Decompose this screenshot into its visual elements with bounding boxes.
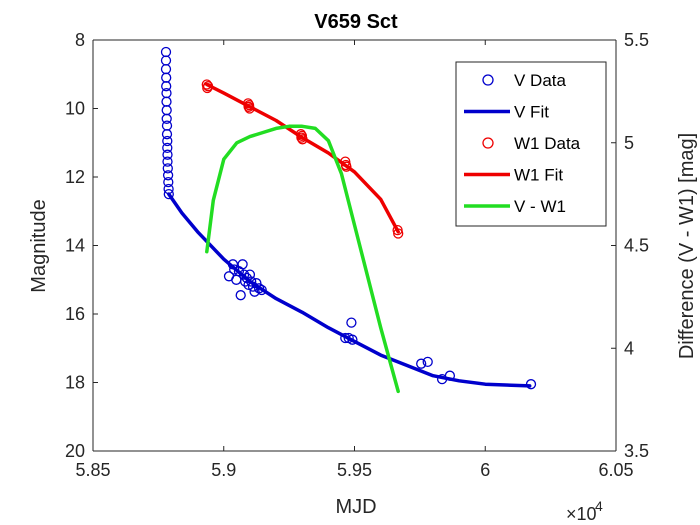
data-point-v-data-8 (161, 113, 172, 124)
y-right-tick-label: 4 (624, 338, 634, 358)
data-point-v-data-10 (161, 129, 173, 140)
x-tick-label: 5.85 (75, 460, 110, 480)
series-line-v-w1 (205, 124, 400, 394)
legend-marker-w1-data (482, 137, 494, 149)
x-tick-label: 5.9 (211, 460, 236, 480)
data-point-v-data-33 (247, 281, 259, 292)
data-point-w1-data-2 (202, 81, 214, 92)
x-axis-label: MJD (335, 496, 376, 518)
axes: 5.85 5.9 5.95 6 6.05 8 10 12 14 16 18 20 3.5 4 4.5 5 5.5 (65, 30, 649, 480)
data-point-w1-data-0 (201, 79, 212, 90)
data-point-v-data-13 (162, 149, 173, 160)
data-point-v-data-38 (340, 332, 351, 344)
legend-box (455, 61, 607, 227)
legend-label-w1-fit: W1 Fit (514, 166, 563, 185)
legend-label-w1-data: W1 Data (514, 134, 581, 153)
data-point-v-data-40 (346, 317, 357, 328)
data-point-w1-data-6 (244, 103, 255, 114)
y-left-tick-label: 16 (65, 304, 85, 324)
x-tick-label: 5.95 (337, 460, 372, 480)
y-axis-left-label: Magnitude (28, 199, 50, 292)
x-tick-label: 6 (480, 460, 490, 480)
data-point-v-data-17 (163, 176, 174, 188)
y-left-tick-label: 8 (75, 30, 85, 50)
data-point-v-data-27 (238, 269, 250, 280)
legend-label-v-fit: V Fit (514, 103, 549, 122)
data-point-v-data-32 (246, 276, 257, 287)
data-point-v-data-19 (163, 188, 174, 200)
x-exponent-base: ×10 (566, 504, 597, 524)
y-right-tick-label: 3.5 (624, 441, 649, 461)
data-point-v-data-42 (416, 358, 427, 369)
data-point-w1-data-13 (341, 161, 352, 172)
chart-title: V659 Sct (314, 11, 398, 33)
data-point-v-data-21 (227, 259, 239, 270)
data-point-v-data-15 (162, 163, 173, 174)
legend-label-v-data: V Data (514, 71, 567, 90)
y-left-tick-label: 12 (65, 167, 85, 187)
legend: V Data V Fit W1 Data W1 Fit V - W1 (455, 61, 607, 227)
series-group (160, 46, 537, 394)
y-left-tick-label: 14 (65, 236, 85, 256)
data-point-w1-data-14 (392, 224, 403, 236)
data-point-v-data-16 (162, 170, 174, 181)
data-point-v-data-31 (244, 269, 256, 280)
legend-label-v-w1: V - W1 (514, 197, 566, 216)
data-point-v-data-37 (256, 284, 267, 296)
series-line-v-fit (167, 192, 532, 388)
data-point-v-data-11 (162, 135, 173, 147)
data-point-v-data-46 (525, 379, 537, 390)
data-point-w1-data-15 (393, 228, 404, 239)
data-point-w1-data-11 (340, 156, 351, 167)
y-left-tick-label: 10 (65, 99, 85, 119)
data-point-v-data-36 (253, 283, 265, 294)
y-right-tick-label: 5.5 (624, 30, 649, 50)
x-exponent-power: 4 (595, 498, 603, 514)
data-point-v-data-45 (444, 370, 456, 381)
series-line-w1-fit (205, 82, 400, 234)
data-point-v-data-30 (243, 279, 254, 291)
data-point-v-data-4 (161, 81, 172, 92)
y-right-tick-label: 5 (624, 133, 634, 153)
x-tick-label: 6.05 (598, 460, 633, 480)
data-point-v-data-43 (422, 356, 433, 368)
data-point-v-data-25 (235, 290, 246, 301)
data-point-v-data-14 (162, 156, 173, 167)
y-axis-right-label: Difference (V - W1) [mag] (676, 133, 698, 359)
x-exponent: ×10 4 (566, 498, 603, 524)
data-point-v-data-41 (347, 334, 358, 345)
y-right-tick-label: 4.5 (624, 236, 649, 256)
data-point-w1-data-9 (296, 130, 308, 142)
legend-marker-v-data (482, 74, 494, 86)
data-point-w1-data-3 (242, 98, 254, 109)
data-point-v-data-35 (251, 278, 262, 289)
data-point-v-data-26 (237, 259, 248, 270)
y-left-tick-label: 18 (65, 373, 85, 393)
data-point-v-data-18 (163, 183, 174, 195)
data-point-w1-data-5 (243, 99, 255, 111)
data-point-v-data-22 (229, 264, 240, 275)
data-point-v-data-12 (162, 142, 173, 154)
y-left-tick-label: 20 (65, 441, 85, 461)
data-point-w1-data-10 (297, 134, 308, 145)
data-point-w1-data-7 (295, 129, 307, 140)
